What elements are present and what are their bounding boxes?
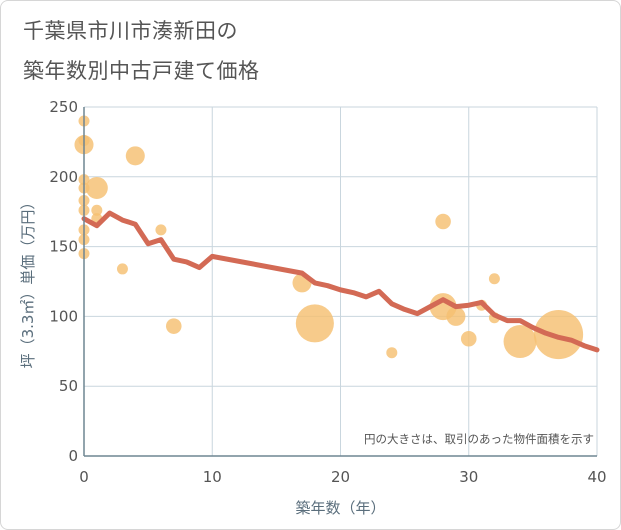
x-tick-label: 20	[331, 468, 350, 486]
bubble-point	[460, 330, 477, 347]
bubble-point	[116, 263, 128, 275]
y-axis-title: 坪（3.3㎡）単価（万円）	[19, 195, 37, 369]
y-tick-label: 0	[68, 447, 78, 465]
bubble-point	[386, 347, 398, 359]
bubble-size-note: 円の大きさは、取引のあった物件面積を示す	[364, 432, 594, 446]
x-tick-label: 0	[79, 468, 89, 486]
bubble-point	[91, 204, 103, 216]
tick-labels: 0 50 100 150 200 250 0 10 20 30 40	[49, 98, 606, 486]
x-tick-label: 40	[587, 468, 606, 486]
trend-line-group	[81, 210, 600, 353]
bubble-point	[446, 306, 466, 326]
bubble-point	[435, 213, 451, 230]
bubble-point	[488, 273, 500, 285]
y-tick-label: 200	[49, 168, 78, 186]
y-tick-label: 100	[49, 307, 78, 325]
bubble-series	[74, 115, 584, 360]
bubble-point	[165, 318, 182, 334]
axes	[83, 107, 597, 457]
y-tick-label: 250	[49, 98, 78, 116]
average-price-line	[81, 210, 600, 353]
bubble-point	[155, 224, 167, 236]
bubble-point	[125, 146, 145, 166]
grid-lines	[84, 106, 598, 456]
bubble-point	[533, 309, 584, 360]
chart-title-line2: 築年数別中古戸建て価格	[23, 59, 260, 83]
bubble-point	[503, 325, 537, 359]
y-tick-label: 50	[59, 377, 78, 395]
x-axis-title: 築年数（年）	[295, 499, 385, 517]
x-tick-label: 30	[459, 468, 478, 486]
y-tick-label: 150	[49, 238, 78, 256]
bubble-point	[295, 304, 334, 343]
x-tick-label: 10	[203, 468, 222, 486]
bubble-point	[85, 176, 108, 199]
chart-title-line1: 千葉県市川市湊新田の	[23, 19, 238, 43]
